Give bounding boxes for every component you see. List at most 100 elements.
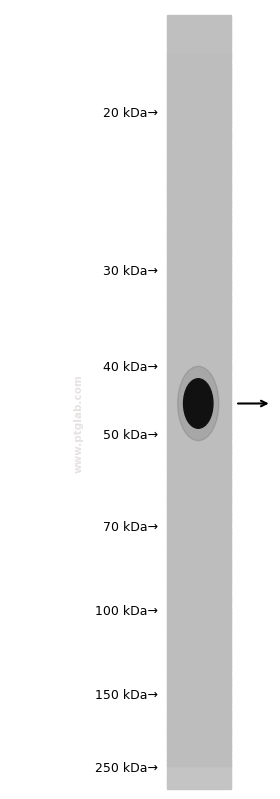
Bar xyxy=(167,433,231,436)
Bar xyxy=(167,190,231,194)
Bar xyxy=(167,415,231,418)
Bar xyxy=(167,438,231,441)
Bar xyxy=(167,745,231,748)
Bar xyxy=(167,149,231,153)
Bar xyxy=(167,219,231,222)
Bar xyxy=(167,706,231,710)
Bar xyxy=(167,616,231,619)
Bar xyxy=(167,400,231,403)
Bar xyxy=(167,667,231,671)
Bar xyxy=(167,296,231,300)
Bar xyxy=(167,757,231,761)
Bar xyxy=(167,394,231,398)
Bar xyxy=(167,121,231,125)
Bar xyxy=(167,425,231,428)
Bar xyxy=(167,348,231,351)
Bar xyxy=(167,463,231,467)
Bar xyxy=(167,469,231,472)
Bar xyxy=(167,603,231,606)
Bar xyxy=(167,217,231,220)
Bar xyxy=(167,312,231,315)
Bar xyxy=(167,340,231,344)
Bar xyxy=(167,162,231,165)
Bar xyxy=(167,467,231,470)
Text: 30 kDa→: 30 kDa→ xyxy=(103,265,158,278)
Bar xyxy=(167,371,231,375)
Bar xyxy=(167,257,231,261)
Bar xyxy=(167,299,231,302)
Bar xyxy=(167,167,231,171)
Bar xyxy=(167,242,231,245)
Bar xyxy=(167,642,231,645)
Bar xyxy=(167,719,231,722)
Bar xyxy=(167,582,231,586)
Bar xyxy=(167,513,231,516)
Bar xyxy=(167,740,231,743)
Bar xyxy=(167,574,231,578)
Bar xyxy=(167,335,231,338)
Bar xyxy=(167,332,231,336)
Bar xyxy=(167,696,231,699)
Bar xyxy=(167,152,231,155)
Bar xyxy=(167,770,231,774)
Bar xyxy=(167,141,231,145)
Bar xyxy=(167,381,231,384)
Bar xyxy=(167,126,231,129)
Bar xyxy=(167,54,231,58)
Bar xyxy=(167,484,231,487)
Bar xyxy=(167,265,231,268)
Bar xyxy=(167,97,231,101)
Bar xyxy=(167,133,231,137)
Bar xyxy=(167,665,231,668)
Bar xyxy=(167,680,231,684)
Bar xyxy=(167,286,231,289)
Bar xyxy=(167,353,231,356)
Bar xyxy=(167,477,231,480)
Bar xyxy=(167,93,231,96)
Bar xyxy=(167,232,231,235)
Bar xyxy=(167,307,231,310)
Bar xyxy=(167,51,231,54)
Bar xyxy=(167,38,231,42)
Bar xyxy=(167,72,231,75)
Bar xyxy=(167,761,231,764)
Bar xyxy=(167,350,231,354)
Text: 150 kDa→: 150 kDa→ xyxy=(95,689,158,702)
Bar xyxy=(167,562,231,565)
Bar xyxy=(167,170,231,173)
Bar xyxy=(167,670,231,674)
Bar xyxy=(167,26,231,29)
Bar xyxy=(167,95,231,98)
Ellipse shape xyxy=(183,379,213,428)
Bar xyxy=(167,270,231,274)
Bar xyxy=(167,585,231,588)
Bar xyxy=(167,227,231,230)
Bar xyxy=(167,600,231,604)
Bar xyxy=(167,551,231,555)
Bar xyxy=(167,572,231,575)
Bar xyxy=(167,324,231,328)
Bar xyxy=(167,541,231,544)
Text: 70 kDa→: 70 kDa→ xyxy=(103,521,158,534)
Bar xyxy=(167,402,231,405)
Bar xyxy=(167,639,231,642)
Bar xyxy=(167,188,231,191)
Bar xyxy=(167,606,231,609)
Bar xyxy=(167,528,231,531)
Bar xyxy=(167,34,231,37)
Bar xyxy=(167,714,231,718)
Bar xyxy=(167,503,231,506)
Bar xyxy=(167,129,231,132)
Bar xyxy=(167,520,231,524)
Bar xyxy=(167,268,231,271)
Bar xyxy=(167,420,231,423)
Bar xyxy=(167,580,231,583)
Bar xyxy=(167,727,231,730)
Bar xyxy=(167,105,231,109)
Bar xyxy=(167,74,231,78)
Ellipse shape xyxy=(178,366,219,441)
Bar xyxy=(167,175,231,178)
Bar xyxy=(167,327,231,331)
Bar xyxy=(167,70,231,73)
Bar xyxy=(167,77,231,81)
